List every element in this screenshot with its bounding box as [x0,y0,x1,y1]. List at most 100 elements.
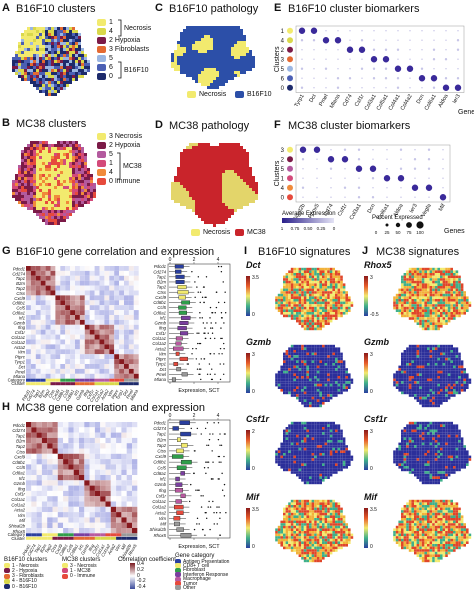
tissue-spot [332,345,335,348]
tissue-spot [299,381,302,384]
expression-dot [330,168,332,170]
heatmap-cell [60,354,65,359]
tissue-spot [231,185,234,188]
tissue-spot [291,424,294,427]
heatmap-cell [51,286,56,291]
expression-dot [358,158,360,160]
heatmap-cell [127,517,132,522]
outlier-point [191,271,192,272]
cluster-bar-cell [36,382,41,385]
tissue-spot [204,74,207,77]
tissue-spot [317,309,320,312]
tissue-spot [309,371,312,374]
tissue-spot [75,141,78,144]
tissue-spot [213,65,216,68]
tissue-spot [45,51,48,54]
heatmap-cell [26,310,31,315]
tissue-spot [299,289,302,292]
tissue-spot [216,68,219,71]
heatmap-cell [65,340,70,345]
heatmap-cell [85,266,90,271]
tissue-spot [201,146,204,149]
tissue-spot [69,156,72,159]
heatmap-cell [80,276,85,281]
expression-dot [383,56,389,62]
tissue-spot [84,201,87,204]
tissue-spot [231,182,234,185]
tissue-spot [66,156,69,159]
tissue-spot [24,204,27,207]
tissue-spot [296,270,299,273]
tissue-spot [246,155,249,158]
heatmap-cell [75,359,80,364]
tissue-spot [90,195,93,198]
tissue-spot [72,177,75,180]
b16f10-cluster-swatch [4,579,10,584]
expression-dot [301,49,302,50]
tissue-spot [243,59,246,62]
box [174,362,178,366]
tissue-spot [291,379,294,382]
tissue-spot [54,36,57,39]
tissue-spot [213,29,216,32]
tissue-spot [186,29,189,32]
tissue-spot [69,69,72,72]
tissue-spot [325,355,328,358]
tissue-spot [21,51,24,54]
tissue-spot [183,158,186,161]
tissue-spot [42,174,45,177]
expression-dot [301,78,302,79]
tissue-spot [72,165,75,168]
tissue-spot [180,56,183,59]
tissue-spot [243,71,246,74]
tissue-spot [186,158,189,161]
expression-dot [457,39,459,41]
tissue-spot [288,381,291,384]
tissue-spot [60,30,63,33]
tissue-spot [45,84,48,87]
heatmap-cell [132,491,137,496]
tissue-spot [312,381,315,384]
tissue-spot [33,198,36,201]
heatmap-cell [100,271,105,276]
panel-a-necrosis-label: Necrosis [124,25,151,33]
heatmap-cell [114,271,119,276]
tissue-spot [63,195,66,198]
heatmap-cell [26,271,31,276]
tissue-spot [57,81,60,84]
tissue-spot [237,176,240,179]
tissue-spot [332,368,335,371]
tissue-spot [288,353,291,356]
heatmap-cell [31,310,36,315]
tissue-spot [180,158,183,161]
tissue-spot [343,296,346,299]
tissue-spot [204,35,207,38]
heatmap-cell [116,427,121,432]
heatmap-cell [129,281,134,286]
expression-dot [301,68,303,70]
expression-dot [386,149,387,150]
tissue-spot [210,188,213,191]
tissue-spot [296,289,299,292]
expression-dot [316,197,317,198]
heatmap-cell [109,364,114,369]
tissue-spot [57,45,60,48]
tissue-spot [249,50,252,53]
heatmap-cell [31,459,36,464]
tissue-spot [201,173,204,176]
heatmap-cell [31,349,36,354]
tissue-spot [335,371,338,374]
tissue-spot [335,273,338,276]
heatmap-cell [65,266,70,271]
expression-dot [358,149,360,151]
expression-dot [337,77,339,79]
tissue-spot [280,381,283,384]
tissue-spot [237,194,240,197]
outlier-point [214,374,215,375]
tissue-spot [222,167,225,170]
heatmap-cell [116,507,121,512]
tissue-spot [299,347,302,350]
tissue-spot [234,152,237,155]
tissue-spot [286,389,289,392]
tissue-spot [201,170,204,173]
